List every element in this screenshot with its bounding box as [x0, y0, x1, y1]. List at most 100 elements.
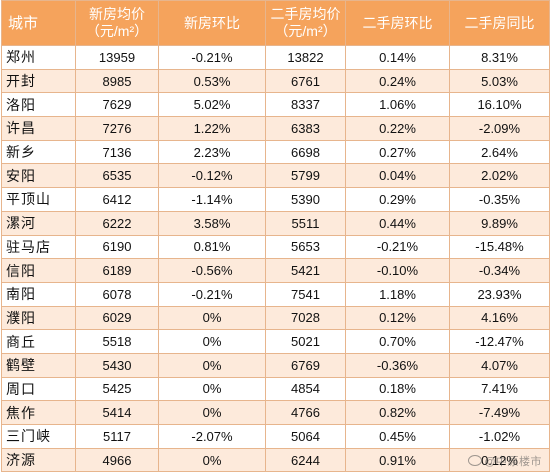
- used-yoy-cell: 5.03%: [449, 68, 550, 94]
- new-mom-cell: -0.56%: [158, 258, 266, 283]
- table-row: 三门峡 5117 -2.07% 5064 0.45% -1.02%: [1, 424, 550, 449]
- used-yoy-cell: -2.09%: [449, 116, 550, 141]
- header-used-price: 二手房均价 （元/m²）: [265, 0, 346, 46]
- new-mom-cell: -2.07%: [158, 424, 266, 449]
- table-row: 驻马店 6190 0.81% 5653 -0.21% -15.48%: [1, 234, 550, 260]
- used-price-cell: 6698: [265, 139, 346, 165]
- table-row: 焦作 5414 0% 4766 0.82% -7.49%: [1, 400, 550, 425]
- header-city: 城市: [1, 0, 76, 46]
- used-yoy-cell: 4.16%: [449, 305, 550, 331]
- new-price-cell: 6535: [75, 163, 159, 189]
- used-mom-cell: 0.29%: [345, 187, 450, 212]
- header-label: 城市: [8, 14, 39, 32]
- used-mom-cell: 0.14%: [345, 45, 450, 70]
- new-mom-cell: -1.14%: [158, 187, 266, 212]
- table-row: 济源 4966 0% 6244 0.91% 0.12%: [1, 447, 550, 472]
- header-label: 二手房环比: [362, 14, 433, 31]
- used-mom-cell: 0.91%: [345, 447, 450, 472]
- used-mom-cell: 0.18%: [345, 376, 450, 402]
- used-yoy-cell: 7.41%: [449, 376, 550, 402]
- used-yoy-cell: 9.89%: [449, 210, 550, 236]
- new-mom-cell: 0%: [158, 352, 266, 378]
- used-price-cell: 6244: [265, 447, 346, 472]
- new-price-cell: 5425: [75, 376, 159, 402]
- new-price-cell: 8985: [75, 68, 159, 94]
- new-price-cell: 6078: [75, 281, 159, 307]
- used-mom-cell: 0.22%: [345, 116, 450, 141]
- used-price-cell: 13822: [265, 45, 346, 70]
- used-mom-cell: 1.18%: [345, 281, 450, 307]
- used-yoy-cell: 4.07%: [449, 352, 550, 378]
- used-yoy-cell: 2.64%: [449, 139, 550, 165]
- watermark-text: @中原楼市: [484, 456, 542, 468]
- city-cell: 信阳: [1, 258, 76, 283]
- city-cell: 鹤壁: [1, 352, 76, 378]
- used-price-cell: 5653: [265, 234, 346, 260]
- used-price-cell: 6761: [265, 68, 346, 94]
- new-mom-cell: 0.81%: [158, 234, 266, 260]
- header-used-mom: 二手房环比: [345, 0, 450, 46]
- table-row: 南阳 6078 -0.21% 7541 1.18% 23.93%: [1, 281, 550, 307]
- new-mom-cell: 3.58%: [158, 210, 266, 236]
- header-unit: （元/m²）: [85, 23, 149, 39]
- new-price-cell: 5414: [75, 400, 159, 425]
- new-price-cell: 7276: [75, 116, 159, 141]
- header-label: 新房均价: [89, 6, 145, 22]
- new-price-cell: 6222: [75, 210, 159, 236]
- new-price-cell: 6029: [75, 305, 159, 331]
- used-yoy-cell: -0.34%: [449, 258, 550, 283]
- new-price-cell: 6190: [75, 234, 159, 260]
- used-price-cell: 5421: [265, 258, 346, 283]
- used-price-cell: 4854: [265, 376, 346, 402]
- new-price-cell: 7136: [75, 139, 159, 165]
- used-price-cell: 8337: [265, 92, 346, 118]
- table-row: 周口 5425 0% 4854 0.18% 7.41%: [1, 376, 550, 402]
- city-cell: 郑州: [1, 45, 76, 70]
- city-cell: 安阳: [1, 163, 76, 189]
- city-cell: 驻马店: [1, 234, 76, 260]
- used-yoy-cell: 16.10%: [449, 92, 550, 118]
- used-price-cell: 5064: [265, 424, 346, 449]
- used-yoy-cell: -0.35%: [449, 187, 550, 212]
- new-price-cell: 13959: [75, 45, 159, 70]
- city-cell: 平顶山: [1, 187, 76, 212]
- used-mom-cell: 0.70%: [345, 329, 450, 354]
- table-row: 新乡 7136 2.23% 6698 0.27% 2.64%: [1, 139, 550, 165]
- used-price-cell: 4766: [265, 400, 346, 425]
- used-yoy-cell: 23.93%: [449, 281, 550, 307]
- city-cell: 商丘: [1, 329, 76, 354]
- table-row: 平顶山 6412 -1.14% 5390 0.29% -0.35%: [1, 187, 550, 212]
- new-mom-cell: 1.22%: [158, 116, 266, 141]
- header-unit: （元/m²）: [274, 23, 337, 39]
- header-row: 城市 新房均价 （元/m²） 新房环比 二手房均价 （元/m²） 二手房环比 二手房同比: [1, 0, 550, 46]
- used-yoy-cell: -1.02%: [449, 424, 550, 449]
- new-mom-cell: 0%: [158, 447, 266, 472]
- used-mom-cell: -0.10%: [345, 258, 450, 283]
- city-cell: 三门峡: [1, 424, 76, 449]
- table-row: 濮阳 6029 0% 7028 0.12% 4.16%: [1, 305, 550, 331]
- table-row: 开封 8985 0.53% 6761 0.24% 5.03%: [1, 68, 550, 94]
- new-mom-cell: 0%: [158, 305, 266, 331]
- table-row: 商丘 5518 0% 5021 0.70% -12.47%: [1, 329, 550, 354]
- city-cell: 许昌: [1, 116, 76, 141]
- new-mom-cell: 2.23%: [158, 139, 266, 165]
- table-row: 许昌 7276 1.22% 6383 0.22% -2.09%: [1, 116, 550, 141]
- used-yoy-cell: -7.49%: [449, 400, 550, 425]
- new-mom-cell: 0.53%: [158, 68, 266, 94]
- used-price-cell: 5799: [265, 163, 346, 189]
- used-price-cell: 5021: [265, 329, 346, 354]
- city-cell: 开封: [1, 68, 76, 94]
- table-row: 郑州 13959 -0.21% 13822 0.14% 8.31%: [1, 45, 550, 70]
- city-cell: 漯河: [1, 210, 76, 236]
- new-price-cell: 4966: [75, 447, 159, 472]
- city-cell: 南阳: [1, 281, 76, 307]
- table-row: 信阳 6189 -0.56% 5421 -0.10% -0.34%: [1, 258, 550, 283]
- table-row: 鹤壁 5430 0% 6769 -0.36% 4.07%: [1, 352, 550, 378]
- new-mom-cell: 0%: [158, 376, 266, 402]
- new-mom-cell: -0.21%: [158, 45, 266, 70]
- new-mom-cell: 5.02%: [158, 92, 266, 118]
- city-cell: 濮阳: [1, 305, 76, 331]
- used-mom-cell: 0.27%: [345, 139, 450, 165]
- new-price-cell: 5430: [75, 352, 159, 378]
